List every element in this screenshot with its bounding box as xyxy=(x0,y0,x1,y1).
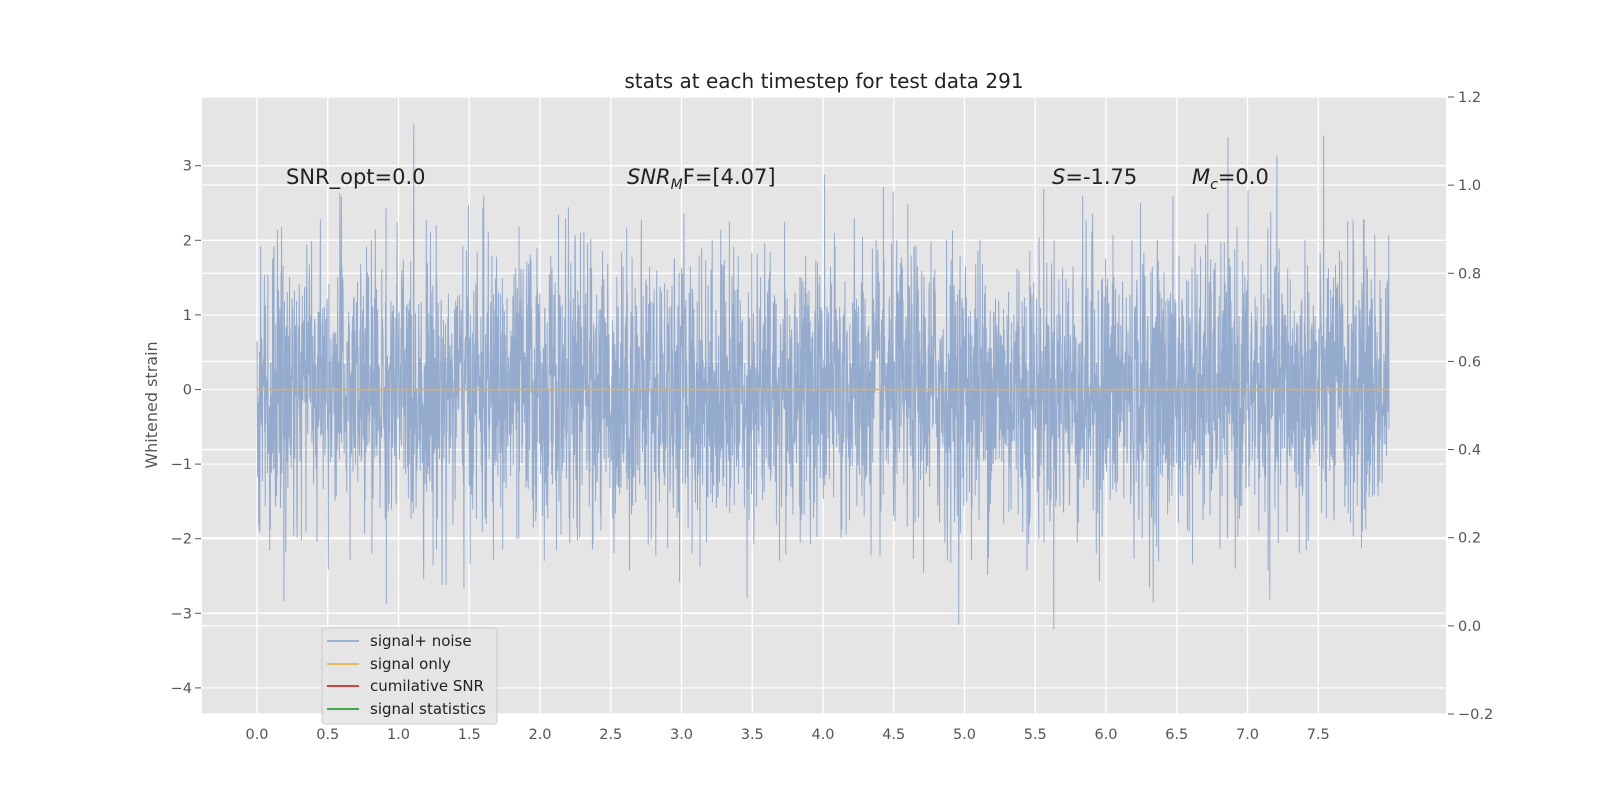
x-tick-label: 2.0 xyxy=(528,727,551,743)
s-label: S xyxy=(1052,165,1065,189)
x-tick-label: 6.0 xyxy=(1094,727,1117,743)
y-tick-label: −4 xyxy=(171,681,192,697)
legend: signal+ noise signal only cumilative SNR… xyxy=(321,627,498,725)
mc-sub: c xyxy=(1210,177,1218,193)
x-tick-label: 1.5 xyxy=(458,727,481,743)
snr-mf-sub: M xyxy=(671,177,683,193)
legend-label-signal-statistics: signal statistics xyxy=(370,700,486,718)
annotation-snr-mf: SNRMF=[4.07] xyxy=(627,165,776,193)
y-tick-label: −1 xyxy=(171,457,192,473)
y-tick-label: −2 xyxy=(171,532,192,548)
x-tick-label: 1.0 xyxy=(387,727,410,743)
y2-tick-label: −0.2 xyxy=(1458,707,1493,723)
x-tick-label: 7.5 xyxy=(1307,727,1330,743)
legend-label-signal-only: signal only xyxy=(370,655,451,673)
x-tick-label: 3.0 xyxy=(670,727,693,743)
y2-tick-label: 0.4 xyxy=(1458,443,1481,459)
x-tick-label: 2.5 xyxy=(599,727,622,743)
legend-label-cumilative-snr: cumilative SNR xyxy=(370,677,484,695)
mc-label: M xyxy=(1192,165,1210,189)
x-tick-label: 4.0 xyxy=(811,727,834,743)
y2-tick-label: 0.8 xyxy=(1458,266,1481,282)
y-axis-left: 3 2 1 0 −1 −2 −3 −4 xyxy=(171,159,201,697)
legend-label-signal-plus-noise: signal+ noise xyxy=(370,632,472,650)
mc-value: =0.0 xyxy=(1218,165,1269,189)
y-axis-label: Whitened strain xyxy=(142,341,161,468)
annotation-s: S=-1.75 xyxy=(1052,165,1137,189)
y-tick-label: 0 xyxy=(183,383,192,399)
snr-mf-rest: F=[4.07] xyxy=(683,165,776,189)
x-tick-label: 7.0 xyxy=(1236,727,1259,743)
x-tick-label: 6.5 xyxy=(1165,727,1188,743)
snr-mf-main: SNR xyxy=(627,165,671,189)
x-tick-label: 0.5 xyxy=(316,727,339,743)
y-tick-label: 2 xyxy=(183,233,192,249)
x-tick-label: 4.5 xyxy=(882,727,905,743)
y2-tick-label: 1.0 xyxy=(1458,178,1481,194)
x-tick-label: 5.0 xyxy=(953,727,976,743)
annotation-snr-opt: SNR_opt=0.0 xyxy=(286,165,426,190)
series-signal-plus-noise xyxy=(256,124,1390,630)
y2-tick-label: 0.2 xyxy=(1458,531,1481,547)
x-tick-label: 0.0 xyxy=(245,727,268,743)
y-axis-right: 1.2 1.0 0.8 0.6 0.4 0.2 0.0 −0.2 xyxy=(1448,90,1493,723)
s-value: =-1.75 xyxy=(1065,165,1137,189)
x-tick-label: 3.5 xyxy=(741,727,764,743)
legend-box xyxy=(321,627,498,725)
chart-title: stats at each timestep for test data 291 xyxy=(624,69,1023,93)
y2-tick-label: 1.2 xyxy=(1458,90,1481,106)
y-tick-label: 1 xyxy=(183,308,192,324)
y2-tick-label: 0.0 xyxy=(1458,619,1481,635)
y-tick-label: 3 xyxy=(183,159,192,175)
y2-tick-label: 0.6 xyxy=(1458,354,1481,370)
y-tick-label: −3 xyxy=(171,606,192,622)
x-axis: 0.0 0.5 1.0 1.5 2.0 2.5 3.0 3.5 4.0 4.5 5.0 5.5 6.0 6… xyxy=(245,727,1329,743)
x-tick-label: 5.5 xyxy=(1024,727,1047,743)
annotation-mc: Mc=0.0 xyxy=(1192,165,1269,193)
